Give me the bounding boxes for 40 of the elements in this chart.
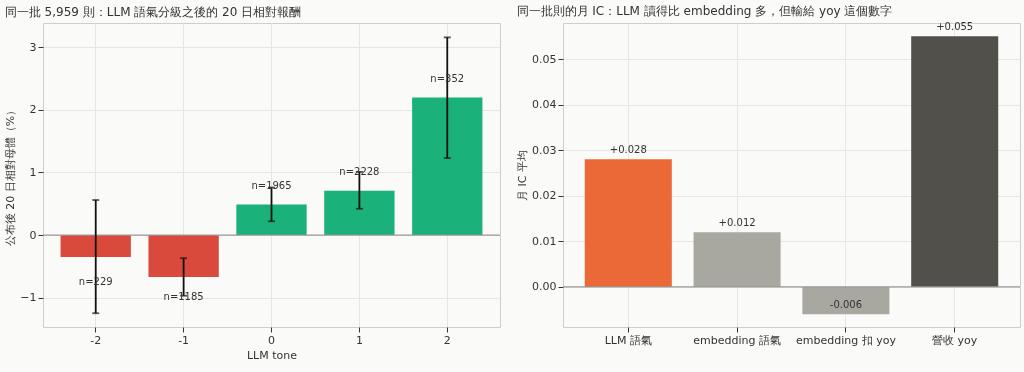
- y-axis-title: 月 IC 平均: [516, 150, 530, 201]
- y-tick-label: 0.03: [532, 143, 557, 157]
- x-tick-label: 0: [268, 333, 275, 347]
- x-tick-label: 2: [443, 333, 451, 347]
- x-axis-title: LLM tone: [246, 348, 298, 362]
- data-label: -0.006: [829, 299, 863, 311]
- chart-title: 同一批則的月 IC：LLM 讀得比 embedding 多，但輸給 yoy 這個數字: [516, 4, 893, 19]
- chart-title: 同一批 5,959 則：LLM 語氣分級之後的 20 日相對報酬: [4, 5, 302, 19]
- x-tick-label: 營收 yoy: [932, 333, 978, 347]
- y-tick-label: 3: [29, 40, 37, 54]
- x-tick-label: 1: [355, 333, 363, 347]
- x-tick-label: -2: [90, 333, 102, 347]
- bar: [324, 190, 395, 236]
- y-tick-label: 0.05: [532, 52, 557, 66]
- y-tick-label: 0: [29, 228, 37, 242]
- y-tick-label: −1: [20, 291, 37, 305]
- y-tick-label: 0.01: [532, 234, 557, 248]
- annotation: n=2228: [339, 165, 380, 177]
- bar: [911, 36, 999, 287]
- x-tick-label: -1: [178, 333, 190, 347]
- y-tick-label: 0.00: [532, 280, 557, 294]
- y-tick-label: 0.02: [532, 189, 557, 203]
- data-label: +0.055: [936, 21, 974, 33]
- annotation: n=1185: [163, 290, 204, 302]
- y-tick-label: 2: [29, 103, 37, 117]
- bar: [693, 232, 781, 287]
- y-tick-label: 1: [29, 166, 37, 179]
- annotation: n=1965: [251, 179, 292, 191]
- bar: [584, 159, 672, 287]
- bar: [148, 235, 219, 277]
- bar: [236, 204, 307, 236]
- x-tick-label: embedding 扣 yoy: [795, 333, 897, 347]
- y-tick-label: 0.04: [532, 98, 557, 112]
- x-tick-label: LLM 語氣: [604, 333, 652, 347]
- x-tick-label: embedding 語氣: [693, 333, 781, 347]
- bar: [60, 235, 131, 257]
- y-axis-title: 公布後 20 日相對母體（%）: [4, 104, 18, 247]
- data-label: +0.028: [609, 144, 647, 156]
- data-label: +0.012: [718, 217, 756, 229]
- bar: [412, 97, 483, 236]
